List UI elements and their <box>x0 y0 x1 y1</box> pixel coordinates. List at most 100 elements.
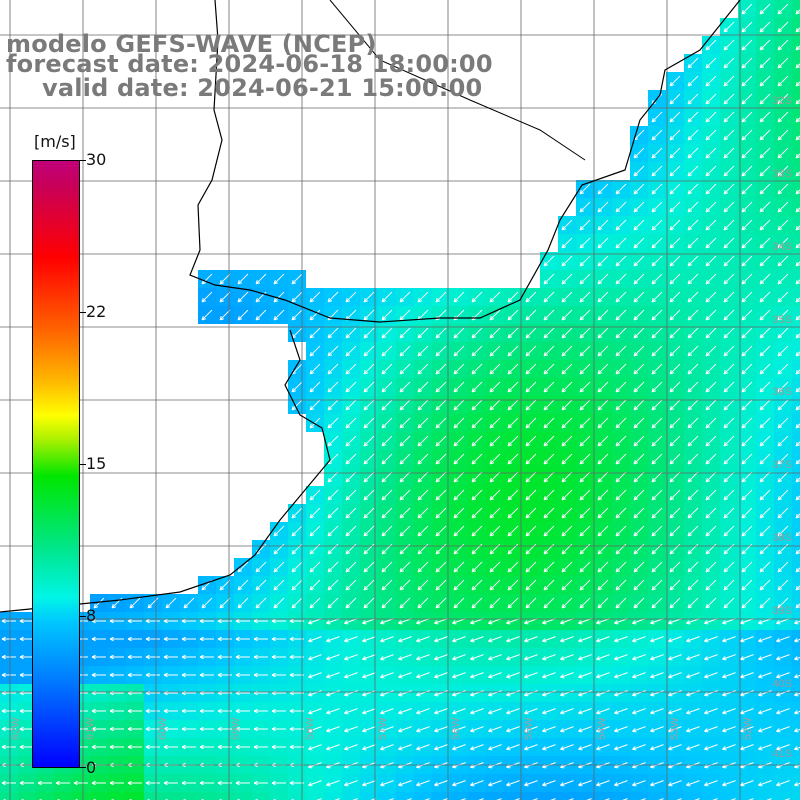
wind-speed-cell <box>144 792 162 800</box>
wind-arrow <box>435 525 447 537</box>
wind-arrow <box>2 798 6 800</box>
wind-arrow <box>543 327 555 339</box>
wind-arrow <box>417 435 429 447</box>
wind-arrow <box>434 636 448 643</box>
wind-arrow <box>633 147 645 159</box>
wind-arrow <box>586 798 592 800</box>
wind-arrow <box>651 309 663 321</box>
wind-arrow <box>560 672 574 679</box>
wind-arrow <box>399 381 411 393</box>
wind-arrow <box>723 237 735 249</box>
wind-arrow <box>417 417 429 429</box>
wind-arrow <box>199 672 214 678</box>
wind-arrow <box>381 489 393 501</box>
wind-arrow <box>687 579 699 591</box>
wind-arrow <box>687 111 699 123</box>
wind-arrow <box>452 672 466 679</box>
wind-arrow <box>363 561 375 573</box>
wind-arrow <box>398 726 412 733</box>
wind-arrow <box>471 363 483 375</box>
wind-arrow <box>759 453 771 465</box>
wind-arrow <box>794 710 800 715</box>
wind-arrow <box>651 453 663 465</box>
wind-arrow <box>597 183 609 195</box>
wind-arrow <box>271 672 286 678</box>
wind-arrow <box>722 690 736 697</box>
wind-arrow <box>579 291 591 303</box>
wind-arrow <box>291 579 303 591</box>
wind-speed-cell <box>792 180 800 198</box>
wind-arrow <box>235 780 250 786</box>
wind-arrow <box>579 255 591 267</box>
wind-arrow <box>237 291 249 303</box>
wind-arrow <box>741 525 753 537</box>
wind-arrow <box>633 597 645 609</box>
wind-arrow <box>326 690 340 697</box>
wind-arrow <box>759 57 771 69</box>
wind-arrow <box>326 672 340 679</box>
wind-arrow <box>579 183 591 195</box>
wind-speed-cell <box>684 792 702 800</box>
wind-arrow <box>309 327 321 339</box>
wind-arrow <box>1 672 16 678</box>
wind-arrow <box>777 471 789 483</box>
wind-arrow <box>777 597 789 609</box>
wind-arrow <box>748 798 754 800</box>
wind-arrow <box>705 165 717 177</box>
wind-arrow <box>489 525 501 537</box>
wind-arrow <box>417 453 429 465</box>
wind-arrow <box>705 219 717 231</box>
wind-arrow <box>669 417 681 429</box>
wind-arrow <box>380 780 394 787</box>
wind-arrow <box>309 291 321 303</box>
wind-arrow <box>253 780 268 786</box>
wind-arrow <box>651 255 663 267</box>
wind-arrow <box>597 219 609 231</box>
wind-arrow <box>650 780 664 787</box>
wind-arrow <box>543 417 555 429</box>
wind-arrow <box>453 507 465 519</box>
wind-arrow <box>615 435 627 447</box>
wind-arrow <box>507 489 519 501</box>
wind-arrow <box>776 726 790 733</box>
wind-speed-cell <box>216 792 234 800</box>
wind-arrow <box>452 780 466 787</box>
wind-speed-cell <box>252 792 270 800</box>
wind-arrow <box>219 597 231 609</box>
wind-arrow <box>615 219 627 231</box>
wind-arrow <box>723 219 735 231</box>
wind-arrow <box>453 417 465 429</box>
wind-arrow <box>579 381 591 393</box>
wind-arrow <box>434 672 448 679</box>
wind-arrow <box>1 618 16 624</box>
wind-arrow <box>687 525 699 537</box>
wind-arrow <box>506 690 520 697</box>
wind-arrow <box>416 618 430 625</box>
wind-arrow <box>435 399 447 411</box>
wind-arrow <box>723 93 735 105</box>
wind-arrow <box>309 597 321 609</box>
wind-arrow <box>507 309 519 321</box>
wind-arrow <box>514 798 520 800</box>
wind-arrow <box>687 237 699 249</box>
wind-arrow <box>524 636 538 643</box>
wind-arrow <box>658 798 664 800</box>
wind-arrow <box>741 39 753 51</box>
wind-arrow <box>687 291 699 303</box>
wind-arrow <box>524 654 538 661</box>
wind-arrow <box>777 147 789 159</box>
wind-arrow <box>794 746 800 751</box>
wind-arrow <box>795 549 800 555</box>
wind-arrow <box>578 636 592 643</box>
wind-arrow <box>507 579 519 591</box>
wind-arrow <box>740 636 754 643</box>
wind-arrow <box>687 327 699 339</box>
wind-arrow <box>273 597 285 609</box>
wind-arrow <box>633 165 645 177</box>
wind-arrow <box>416 744 430 751</box>
wind-arrow <box>686 780 700 787</box>
wind-arrow <box>345 507 357 519</box>
wind-arrow <box>363 345 375 357</box>
wind-arrow <box>489 309 501 321</box>
wind-speed-cell <box>414 792 432 800</box>
